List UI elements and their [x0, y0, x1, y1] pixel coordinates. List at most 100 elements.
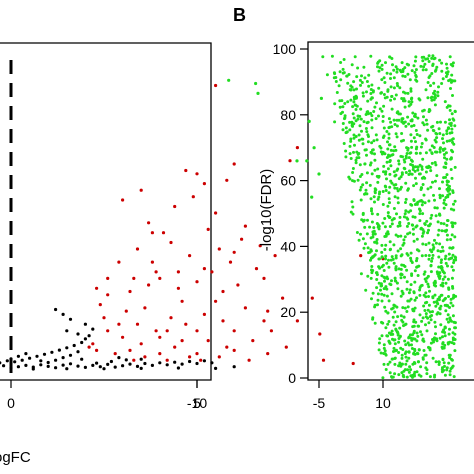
panel-b-point — [445, 238, 449, 242]
panel-a-point — [359, 254, 363, 258]
panel-b-point — [411, 168, 415, 171]
panel-a-point — [184, 168, 188, 173]
panel-b-point — [443, 331, 447, 334]
panel-b-point — [400, 263, 404, 267]
panel-b-point — [420, 55, 424, 59]
panel-b-point — [388, 371, 392, 375]
panel-b-point — [439, 221, 443, 225]
panel-b-point — [450, 148, 453, 152]
panel-b-point — [430, 56, 434, 60]
panel-b-point — [393, 174, 397, 178]
panel-b-point — [426, 96, 430, 100]
panel-b-point — [376, 303, 379, 307]
panel-b-point — [396, 84, 400, 88]
panel-b-point — [387, 216, 391, 219]
panel-b-point — [442, 198, 446, 202]
panel-b-point — [407, 343, 411, 347]
panel-b-point — [437, 85, 440, 89]
panel-b-point — [344, 149, 348, 153]
panel-b-point — [386, 322, 390, 326]
panel-a-point — [321, 358, 326, 362]
panel-b-point — [396, 315, 400, 319]
panel-b-point — [375, 101, 378, 105]
panel-b-point — [414, 151, 418, 155]
panel-b-point — [448, 327, 451, 331]
panel-b-point — [375, 249, 378, 253]
panel-a-point — [39, 363, 43, 367]
panel-b-point — [393, 186, 397, 190]
panel-b-point — [399, 234, 403, 238]
panel-b-point — [427, 257, 431, 261]
panel-b-point — [431, 243, 435, 247]
panel-b-point — [431, 295, 435, 299]
panel-b-point — [410, 272, 414, 276]
panel-b-point — [393, 123, 397, 126]
panel-b-point — [369, 161, 373, 165]
panel-b-point — [380, 274, 384, 278]
panel-b-point — [400, 289, 404, 293]
panel-b-point — [444, 254, 448, 258]
panel-b-point — [392, 346, 396, 350]
panel-b-point — [364, 148, 368, 152]
panel-b-point — [432, 91, 435, 95]
panel-b-point — [361, 237, 365, 241]
panel-b-point — [427, 295, 430, 298]
panel-b-point — [396, 110, 400, 114]
panel-b-point — [352, 133, 356, 137]
panel-a-point — [24, 363, 28, 367]
panel-b-point — [387, 320, 391, 323]
panel-b-point — [358, 188, 362, 192]
panel-b-point — [437, 255, 441, 259]
panel-b-point — [375, 278, 379, 281]
panel-b-point — [428, 310, 432, 314]
panel-b-point — [409, 133, 413, 137]
panel-b-point — [377, 114, 380, 118]
panel-b-point — [413, 280, 417, 284]
panel-b-point — [408, 151, 412, 155]
panel-b-point — [413, 115, 417, 119]
panel-b-point — [371, 148, 374, 152]
panel-b-point — [444, 203, 448, 207]
panel-b-point — [398, 326, 402, 330]
panel-b-point — [392, 350, 395, 353]
panel-b-point — [425, 122, 429, 126]
panel-b-point — [366, 110, 370, 114]
panel-b-point — [381, 190, 385, 193]
panel-b-point — [448, 118, 451, 122]
panel-b-point — [389, 164, 393, 168]
panel-b-point — [437, 360, 441, 364]
panel-b-point — [366, 218, 369, 222]
panel-a-point — [106, 329, 110, 333]
panel-b-point — [374, 240, 378, 244]
panel-b-point — [427, 241, 431, 245]
panel-b-point — [390, 329, 394, 333]
panel-b-point — [433, 138, 437, 142]
panel-a-point — [214, 83, 218, 88]
panel-b-point — [333, 102, 337, 106]
panel-b-point — [404, 343, 408, 347]
panel-a-point — [102, 367, 106, 371]
panel-b-point — [390, 357, 394, 361]
panel-b-point — [412, 309, 416, 313]
panel-b-point — [434, 163, 438, 167]
panel-b-point — [410, 223, 414, 227]
panel-b-point — [388, 172, 392, 176]
panel-b-point — [450, 276, 454, 280]
panel-b-point — [431, 54, 435, 58]
panel-b-point — [438, 312, 442, 316]
panel-b-point — [447, 79, 451, 83]
panel-b-point — [397, 162, 401, 166]
panel-b-point — [393, 372, 397, 376]
panel-b-point — [369, 150, 373, 154]
panel-b-point — [424, 137, 428, 141]
panel-b-point — [443, 156, 446, 160]
panel-b-point — [408, 365, 412, 369]
panel-b-point — [395, 187, 399, 190]
panel-a-point — [1, 364, 6, 368]
panel-b-point — [412, 199, 416, 202]
panel-b-point — [442, 206, 446, 210]
panel-b-point — [418, 313, 422, 317]
panel-a-point — [188, 359, 192, 364]
panel-b-point — [409, 251, 413, 255]
panel-b-point — [426, 57, 430, 61]
